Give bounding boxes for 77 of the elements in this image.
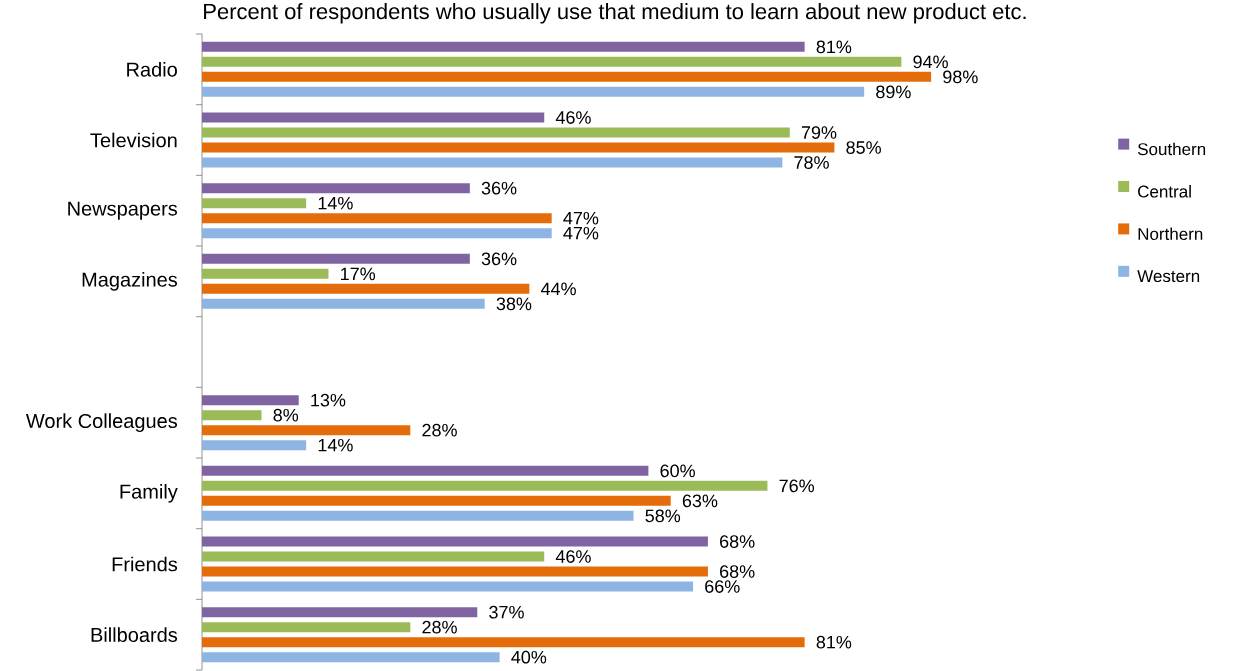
bar <box>202 253 470 264</box>
data-label: 8% <box>273 408 299 422</box>
bar <box>202 581 694 592</box>
data-label: 37% <box>489 605 524 619</box>
bar <box>202 607 478 618</box>
bar <box>202 268 329 279</box>
bar <box>202 86 865 97</box>
bar <box>202 198 307 209</box>
bar <box>202 71 932 82</box>
chart-title: Percent of respondents who usually use that medium to learn about new product etc. <box>204 3 1026 24</box>
bar <box>202 425 411 436</box>
data-label: 28% <box>422 423 457 437</box>
bar <box>202 510 634 521</box>
data-label: 36% <box>481 252 517 266</box>
data-label: 44% <box>540 282 576 296</box>
data-label: 17% <box>341 267 376 281</box>
y-tick-label: Billboards <box>91 627 178 643</box>
bar <box>202 440 307 451</box>
legend-label: Northern <box>1138 227 1203 240</box>
data-label: 85% <box>846 141 881 154</box>
legend-label: Central <box>1138 185 1191 198</box>
y-tick-label: Magazines <box>82 272 178 291</box>
data-label: 38% <box>496 297 532 311</box>
data-label: 94% <box>913 55 948 69</box>
legend-label: Southern <box>1137 142 1206 156</box>
bar <box>202 551 545 562</box>
bar <box>202 495 671 506</box>
y-tick-label: Television <box>90 132 177 148</box>
data-label: 76% <box>779 479 815 493</box>
bar <box>202 566 708 577</box>
data-label: 46% <box>555 550 591 563</box>
bar <box>202 536 708 547</box>
data-label: 98% <box>943 70 978 84</box>
y-tick-label: Friends <box>112 556 178 572</box>
bar <box>202 637 805 648</box>
bar <box>202 410 262 421</box>
bar <box>202 283 530 294</box>
data-label: 68% <box>720 565 755 578</box>
bar <box>202 228 552 239</box>
data-label: 89% <box>876 85 911 99</box>
legend-label: Western <box>1137 270 1200 283</box>
data-label: 79% <box>801 126 837 139</box>
data-label: 28% <box>422 620 457 634</box>
bar <box>202 298 485 309</box>
data-label: 60% <box>660 464 695 478</box>
bar <box>202 465 649 476</box>
bar <box>202 480 768 491</box>
bar <box>202 41 805 52</box>
bar <box>202 127 790 138</box>
data-label: 13% <box>311 393 346 407</box>
data-label: 14% <box>318 196 353 210</box>
data-label: 40% <box>511 650 547 664</box>
data-label: 81% <box>816 635 852 649</box>
bar <box>202 56 902 67</box>
data-label: 68% <box>720 535 755 548</box>
data-label: 47% <box>563 211 599 225</box>
data-label: 36% <box>481 181 517 195</box>
data-label: 78% <box>794 156 829 169</box>
bar <box>202 652 500 663</box>
data-label: 81% <box>816 40 852 54</box>
bar <box>202 142 835 153</box>
bar <box>202 213 552 224</box>
y-tick-label: Radio <box>127 61 177 77</box>
bar <box>202 622 411 633</box>
data-label: 63% <box>682 494 718 508</box>
bar <box>202 112 545 123</box>
data-label: 58% <box>645 509 681 523</box>
data-label: 47% <box>563 226 599 240</box>
bar <box>202 395 299 406</box>
y-tick-label: Work Colleagues <box>25 413 178 432</box>
y-tick-label: Newspapers <box>68 201 178 220</box>
y-tick-label: Family <box>120 484 178 503</box>
data-label: 46% <box>555 111 591 124</box>
bar <box>202 183 470 194</box>
data-label: 14% <box>318 438 353 452</box>
bar <box>202 157 783 168</box>
data-label: 66% <box>705 580 740 593</box>
